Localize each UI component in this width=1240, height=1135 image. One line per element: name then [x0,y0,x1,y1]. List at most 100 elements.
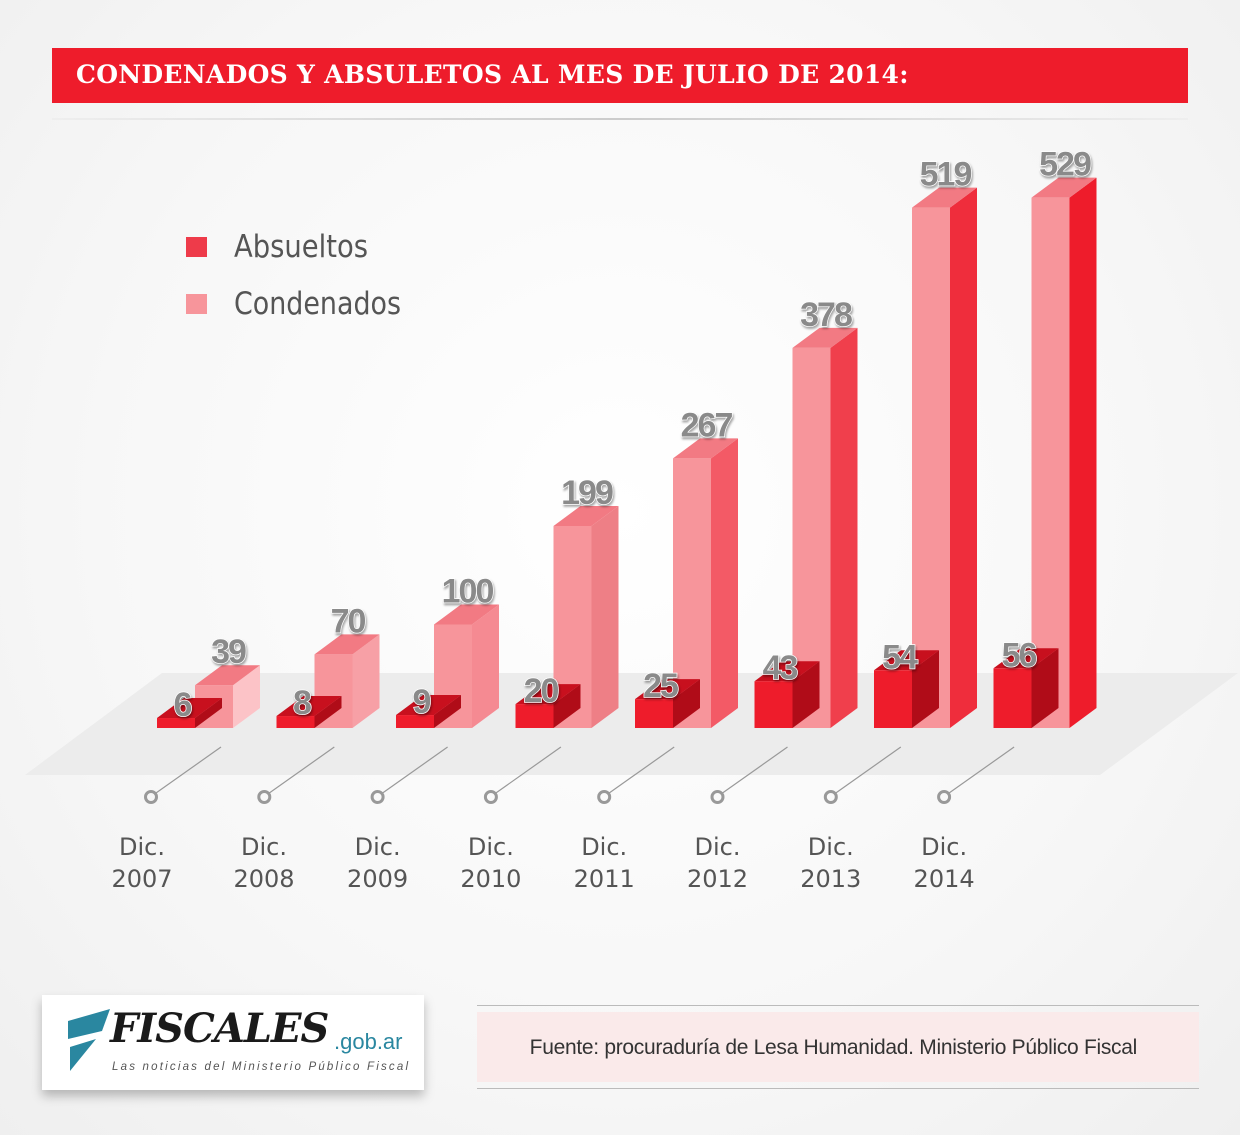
bar-condenados-side [950,187,977,729]
bar-condenados-top [1031,177,1097,198]
bar-absueltos-side [195,698,222,728]
bar-absueltos [515,704,554,728]
axis-tick-dot [823,790,838,804]
axis-tick-line [835,746,902,794]
bar-absueltos-side [314,696,342,728]
logo-domain: .gob.ar [334,1029,403,1054]
bar-absueltos [396,715,434,728]
axis-tick-dot [710,790,725,804]
bar-condenados-top [434,604,499,625]
bar-absueltos [874,670,912,728]
value-label-absueltos: 6 [174,686,192,724]
legend: Absueltos Condenados [186,229,401,322]
category-label: 2011 [574,865,635,893]
axis-tick-line [608,746,675,794]
category-label: 2008 [233,865,294,893]
legend-label-absueltos: Absueltos [234,229,368,265]
logo-mark-icon [68,1009,110,1071]
fiscales-logo[interactable]: FISCALES .gob.ar Las noticias del Minist… [42,995,424,1090]
source-text: Fuente: procuraduría de Lesa Humanidad. … [529,1036,1138,1059]
axis-tick-dot [597,790,612,804]
bar-absueltos-side [792,661,820,728]
category-label: 2010 [460,865,521,893]
bar-absueltos-side [553,684,581,728]
value-label-absueltos: 43 [763,649,798,687]
category-label: Dic. [695,833,741,861]
bar-absueltos-side [912,650,939,728]
category-label: 2014 [914,865,975,893]
value-label-absueltos: 20 [524,672,559,710]
bar-absueltos-top [635,679,700,700]
category-label: Dic. [581,833,627,861]
category-label: Dic. [468,833,514,861]
axis-tick-dot [483,790,498,804]
bar-absueltos-top [276,696,342,717]
axis-tick-line [382,746,448,794]
bar-condenados [1031,197,1070,728]
legend-swatch-absueltos [186,237,207,257]
bar-absueltos-top [157,698,222,719]
bar-chart: Absueltos Condenados 6 39 8 70 9 100 20 199 25 26… [25,145,1238,893]
value-label-absueltos: 25 [643,667,678,705]
bar-condenados-side [711,438,738,728]
divider [52,118,1188,120]
value-label-condenados: 39 [211,633,246,671]
bar-condenados-side [233,665,260,728]
value-label-absueltos: 54 [882,638,918,676]
legend-swatch-condenados [186,294,207,314]
category-label: Dic. [355,833,401,861]
category-label: 2012 [687,865,748,893]
bar-absueltos-side [434,695,461,728]
bar-absueltos-side [673,679,700,728]
legend-label-condenados: Condenados [234,286,401,322]
bar-absueltos-top [396,695,461,716]
value-label-condenados: 529 [1039,146,1091,184]
category-label: 2007 [111,865,172,893]
value-label-absueltos: 56 [1002,636,1037,674]
category-label: 2013 [800,865,861,893]
category-label: 2009 [347,865,408,893]
category-label: Dic. [241,833,287,861]
category-label: Dic. [921,833,967,861]
bar-condenados-side [1069,177,1097,728]
axis-tick-line [268,746,335,794]
chart-title: CONDENADOS Y ABSULETOS AL MES DE JULIO D… [76,60,909,89]
value-label-condenados: 267 [681,406,733,444]
value-label-absueltos: 8 [293,684,311,722]
bar-absueltos-side [1031,648,1059,728]
bar-condenados-top [314,634,380,655]
axis-tick-dot [144,790,158,804]
bar-condenados [912,207,950,729]
logo-wordmark: FISCALES [110,1005,329,1052]
bar-absueltos-top [515,684,581,705]
bar-condenados-side [591,505,619,728]
axis-tick-line [155,746,222,794]
bar-absueltos-top [993,648,1059,669]
value-label-condenados: 519 [920,156,972,194]
logo-tagline: Las noticias del Ministerio Público Fisc… [112,1061,411,1073]
axis-tick-dot [370,790,385,804]
bar-condenados-top [553,505,619,526]
axis-tick-dot [257,790,272,804]
axis-tick-line [948,746,1015,794]
bar-absueltos [635,699,673,728]
bar-absueltos-top [754,661,820,682]
bar-condenados-side [472,604,499,728]
bar-absueltos-top [874,650,939,671]
category-label: Dic. [808,833,854,861]
axis-tick-dot [937,790,952,804]
bar-condenados-side [352,634,380,728]
title-bar: CONDENADOS Y ABSULETOS AL MES DE JULIO D… [52,48,1188,103]
axis-tick-line [495,746,562,794]
value-label-condenados: 100 [442,573,494,611]
bar-condenados-top [912,187,977,208]
bar-absueltos [993,668,1032,728]
value-label-absueltos: 9 [413,683,431,721]
value-label-condenados: 378 [800,296,852,334]
bar-condenados-top [673,438,738,459]
axis-tick-line [722,746,788,794]
source-box: Fuente: procuraduría de Lesa Humanidad. … [477,1005,1199,1089]
bar-condenados-side [830,327,858,728]
bar-condenados-top [792,327,858,348]
bar-absueltos [276,716,315,728]
